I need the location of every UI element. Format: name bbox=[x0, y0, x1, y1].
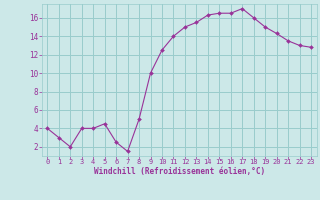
X-axis label: Windchill (Refroidissement éolien,°C): Windchill (Refroidissement éolien,°C) bbox=[94, 167, 265, 176]
